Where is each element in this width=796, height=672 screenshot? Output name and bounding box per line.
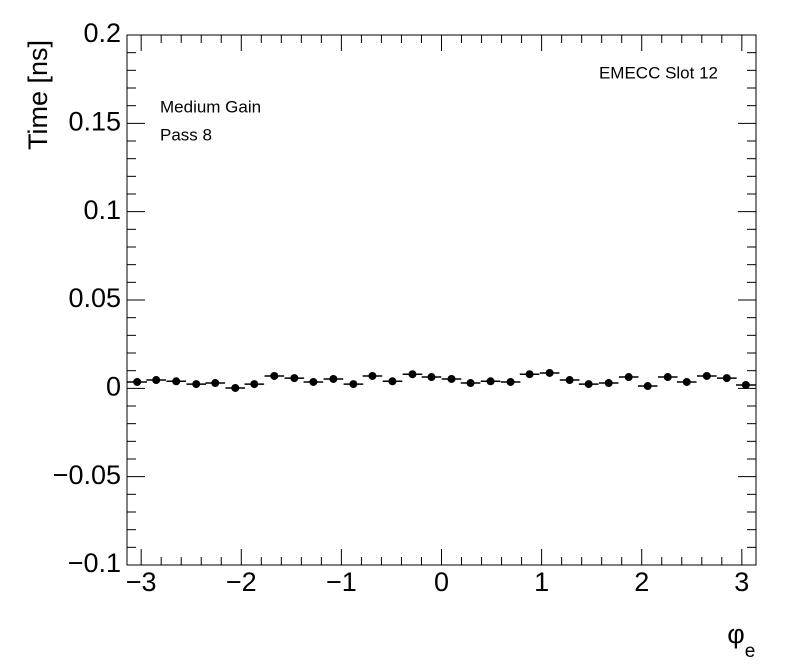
data-point bbox=[604, 379, 613, 388]
data-point bbox=[270, 371, 279, 380]
x-axis-label: φ bbox=[727, 619, 745, 649]
annotation: Medium Gain bbox=[160, 97, 261, 116]
x-tick-label: 3 bbox=[734, 567, 749, 597]
data-point bbox=[702, 371, 711, 380]
y-tick-label: 0.2 bbox=[83, 18, 121, 48]
data-point bbox=[486, 377, 495, 386]
data-point bbox=[682, 377, 691, 386]
x-axis-label-sub: e bbox=[745, 641, 756, 662]
data-point bbox=[290, 374, 299, 383]
data-point bbox=[211, 379, 220, 388]
y-tick-label: 0.05 bbox=[68, 283, 121, 313]
data-point bbox=[447, 374, 456, 383]
data-point bbox=[565, 376, 574, 385]
x-tick-label: 1 bbox=[534, 567, 549, 597]
data-point bbox=[545, 368, 554, 377]
data-point bbox=[624, 373, 633, 382]
data-point bbox=[643, 382, 652, 391]
data-point bbox=[408, 370, 417, 379]
data-point bbox=[329, 374, 338, 383]
data-point bbox=[250, 380, 259, 389]
data-point bbox=[192, 380, 201, 389]
data-point bbox=[525, 370, 534, 379]
x-tick-label: −1 bbox=[326, 567, 357, 597]
x-tick-label: −3 bbox=[126, 567, 157, 597]
y-tick-label: 0.15 bbox=[68, 106, 121, 136]
data-point bbox=[584, 380, 593, 389]
y-tick-label: 0.1 bbox=[83, 195, 121, 225]
data-point bbox=[368, 371, 377, 380]
data-point bbox=[152, 376, 161, 385]
data-point bbox=[309, 377, 318, 386]
data-point bbox=[172, 377, 181, 386]
data-point bbox=[231, 383, 240, 392]
data-point bbox=[427, 373, 436, 382]
data-point bbox=[466, 379, 475, 388]
data-point bbox=[349, 380, 358, 389]
y-tick-label: −0.1 bbox=[68, 548, 121, 578]
x-tick-label: 0 bbox=[434, 567, 449, 597]
data-point bbox=[388, 377, 397, 386]
data-point bbox=[722, 374, 731, 383]
annotation: Pass 8 bbox=[160, 125, 212, 144]
data-point bbox=[133, 377, 142, 386]
y-tick-label: 0 bbox=[106, 371, 121, 401]
x-tick-label: −2 bbox=[226, 567, 257, 597]
x-tick-label: 2 bbox=[634, 567, 649, 597]
data-point bbox=[741, 380, 750, 389]
data-point bbox=[663, 373, 672, 382]
annotation: EMECC Slot 12 bbox=[599, 63, 718, 82]
data-point bbox=[506, 377, 515, 386]
y-tick-label: −0.05 bbox=[53, 460, 121, 490]
y-axis-label: Time [ns] bbox=[23, 40, 53, 150]
